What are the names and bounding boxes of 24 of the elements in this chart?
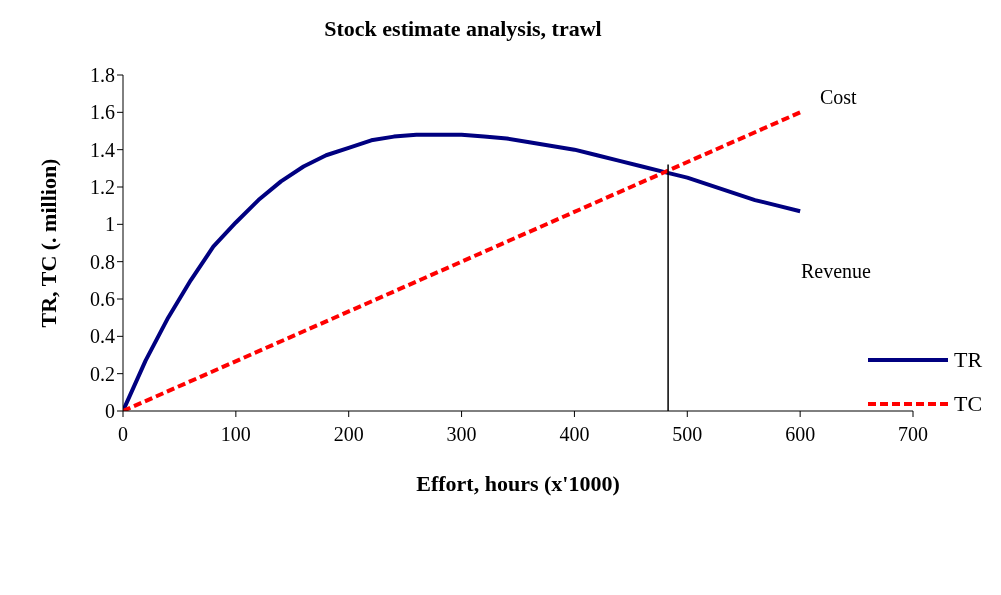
y-tick-label: 1.4 (90, 138, 115, 161)
x-tick-label: 700 (898, 423, 928, 446)
x-tick-label: 100 (220, 423, 251, 446)
x-tick-label: 400 (559, 423, 590, 446)
chart-title: Stock estimate analysis, trawl (323, 16, 603, 42)
x-tick-label: 600 (785, 423, 816, 446)
y-tick-label: 0 (105, 400, 115, 423)
y-tick-label: 0.8 (90, 250, 115, 273)
y-axis-title: TR, TC (. million) (35, 158, 61, 328)
x-tick-label: 200 (333, 423, 364, 446)
y-tick-label: 1.8 (90, 64, 115, 87)
legend-label: TC (954, 391, 983, 417)
x-axis-title: Effort, hours (x'1000) (416, 471, 620, 496)
y-tick-label: 0.6 (90, 288, 115, 311)
y-tick-label: 0.2 (90, 362, 115, 385)
y-tick-label: 1.2 (90, 176, 115, 199)
x-tick-label: 500 (672, 423, 703, 446)
legend-label: TR (954, 347, 983, 373)
annotation: Cost (820, 86, 857, 109)
y-tick-label: 0.4 (90, 325, 115, 348)
y-tick-label: 1.6 (90, 101, 115, 124)
x-tick-label: 300 (446, 423, 477, 446)
annotation: Revenue (801, 260, 871, 283)
y-tick-label: 1 (105, 213, 115, 236)
